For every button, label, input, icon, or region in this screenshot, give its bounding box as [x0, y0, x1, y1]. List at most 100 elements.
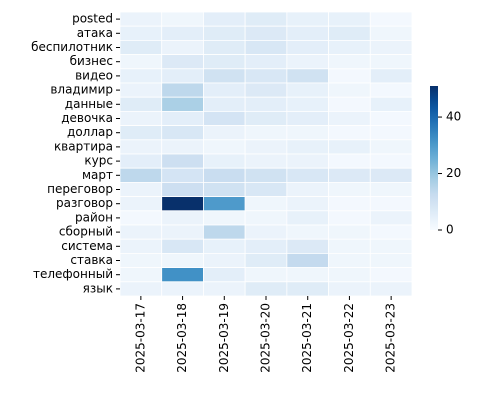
- heatmap-cell: [328, 167, 371, 183]
- x-tick-label: 2025-03-21: [300, 303, 314, 373]
- heatmap-cell: [203, 252, 246, 268]
- heatmap-cell: [369, 181, 413, 197]
- heatmap-cell: [203, 153, 246, 169]
- heatmap-cell: [328, 40, 371, 56]
- x-tick-label: 2025-03-17: [133, 303, 147, 373]
- heatmap-cell: [286, 40, 329, 56]
- heatmap-cell: [286, 224, 329, 240]
- y-tick-label: posted: [72, 12, 113, 26]
- heatmap-cell: [244, 167, 288, 183]
- heatmap-cell: [244, 281, 288, 297]
- heatmap-cell: [328, 224, 371, 240]
- y-tick-label: квартира: [54, 139, 113, 153]
- heatmap-cell: [119, 68, 163, 84]
- heatmap-cell: [203, 281, 246, 297]
- x-tick-label: 2025-03-23: [384, 303, 398, 373]
- heatmap-cell: [328, 252, 371, 268]
- y-tick-label: язык: [83, 281, 113, 295]
- y-tick-label: курс: [84, 154, 113, 168]
- y-tick-label: ставка: [70, 253, 113, 267]
- heatmap-cell: [244, 224, 288, 240]
- heatmap-cell: [203, 25, 246, 41]
- heatmap-cell: [328, 68, 371, 84]
- y-tick-label: переговор: [47, 182, 113, 196]
- heatmap-cell: [286, 181, 329, 197]
- heatmap-cell: [119, 25, 163, 41]
- heatmap-cell: [203, 139, 246, 155]
- heatmap-cell: [244, 82, 288, 98]
- heatmap-cell: [369, 153, 413, 169]
- heatmap-cell: [203, 68, 246, 84]
- heatmap-cell: [369, 40, 413, 56]
- heatmap-cell: [203, 238, 246, 254]
- heatmap-cell: [328, 238, 371, 254]
- heatmap-cell: [244, 25, 288, 41]
- y-tick-label: бизнес: [70, 54, 113, 68]
- heatmap-cell: [244, 252, 288, 268]
- heatmap-cell: [161, 196, 204, 212]
- y-tick-label: владимир: [50, 83, 113, 97]
- colorbar-tick-label: 0: [446, 223, 454, 237]
- heatmap-cell: [119, 11, 163, 27]
- y-tick-label: девочка: [61, 111, 113, 125]
- heatmap-cell: [203, 196, 246, 212]
- heatmap-cell: [369, 167, 413, 183]
- heatmap-cell: [328, 210, 371, 226]
- heatmap-cell: [286, 153, 329, 169]
- heatmap-cell: [286, 111, 329, 127]
- heatmap-cell: [286, 68, 329, 84]
- heatmap-cell: [203, 267, 246, 283]
- heatmap-cell: [369, 281, 413, 297]
- heatmap-cell: [286, 82, 329, 98]
- heatmap-cell: [161, 252, 204, 268]
- heatmap-cell: [203, 224, 246, 240]
- heatmap-cell: [328, 196, 371, 212]
- heatmap-cell: [244, 68, 288, 84]
- heatmap-cell: [328, 82, 371, 98]
- heatmap-cell: [286, 125, 329, 141]
- heatmap-cell: [161, 167, 204, 183]
- heatmap-cell: [203, 181, 246, 197]
- heatmap-cell: [369, 96, 413, 112]
- heatmap-cell: [119, 238, 163, 254]
- heatmap-cell: [203, 210, 246, 226]
- heatmap-cell: [119, 82, 163, 98]
- heatmap-cell: [286, 210, 329, 226]
- y-tick-label: видео: [75, 68, 113, 82]
- heatmap-cell: [286, 167, 329, 183]
- heatmap-cell: [161, 40, 204, 56]
- heatmap-cell: [369, 25, 413, 41]
- heatmap-cell: [286, 96, 329, 112]
- heatmap-cell: [119, 167, 163, 183]
- heatmap-cell: [203, 54, 246, 70]
- heatmap-cell: [244, 139, 288, 155]
- y-tick-label: район: [75, 210, 113, 224]
- heatmap-cell: [119, 224, 163, 240]
- heatmap-cell: [161, 267, 204, 283]
- heatmap-cell: [161, 25, 204, 41]
- heatmap-cell: [244, 153, 288, 169]
- heatmap-cell: [286, 25, 329, 41]
- colorbar: [430, 86, 438, 230]
- heatmap-cell: [328, 25, 371, 41]
- heatmap-cell: [161, 139, 204, 155]
- heatmap-cell: [328, 11, 371, 27]
- heatmap-cell: [244, 40, 288, 56]
- heatmap-cell: [119, 139, 163, 155]
- heatmap-cell: [161, 153, 204, 169]
- y-tick-label: разговор: [56, 196, 113, 210]
- heatmap-cell: [244, 238, 288, 254]
- heatmap-cell: [161, 238, 204, 254]
- heatmap-cell: [244, 210, 288, 226]
- heatmap-cell: [244, 181, 288, 197]
- heatmap-cell: [369, 54, 413, 70]
- y-tick-label: доллар: [67, 125, 113, 139]
- heatmap-cell: [369, 238, 413, 254]
- heatmap-cell: [119, 267, 163, 283]
- heatmap-cell: [203, 40, 246, 56]
- heatmap-cell: [328, 139, 371, 155]
- heatmap-cell: [369, 267, 413, 283]
- heatmap-cell: [286, 54, 329, 70]
- heatmap-cell: [161, 82, 204, 98]
